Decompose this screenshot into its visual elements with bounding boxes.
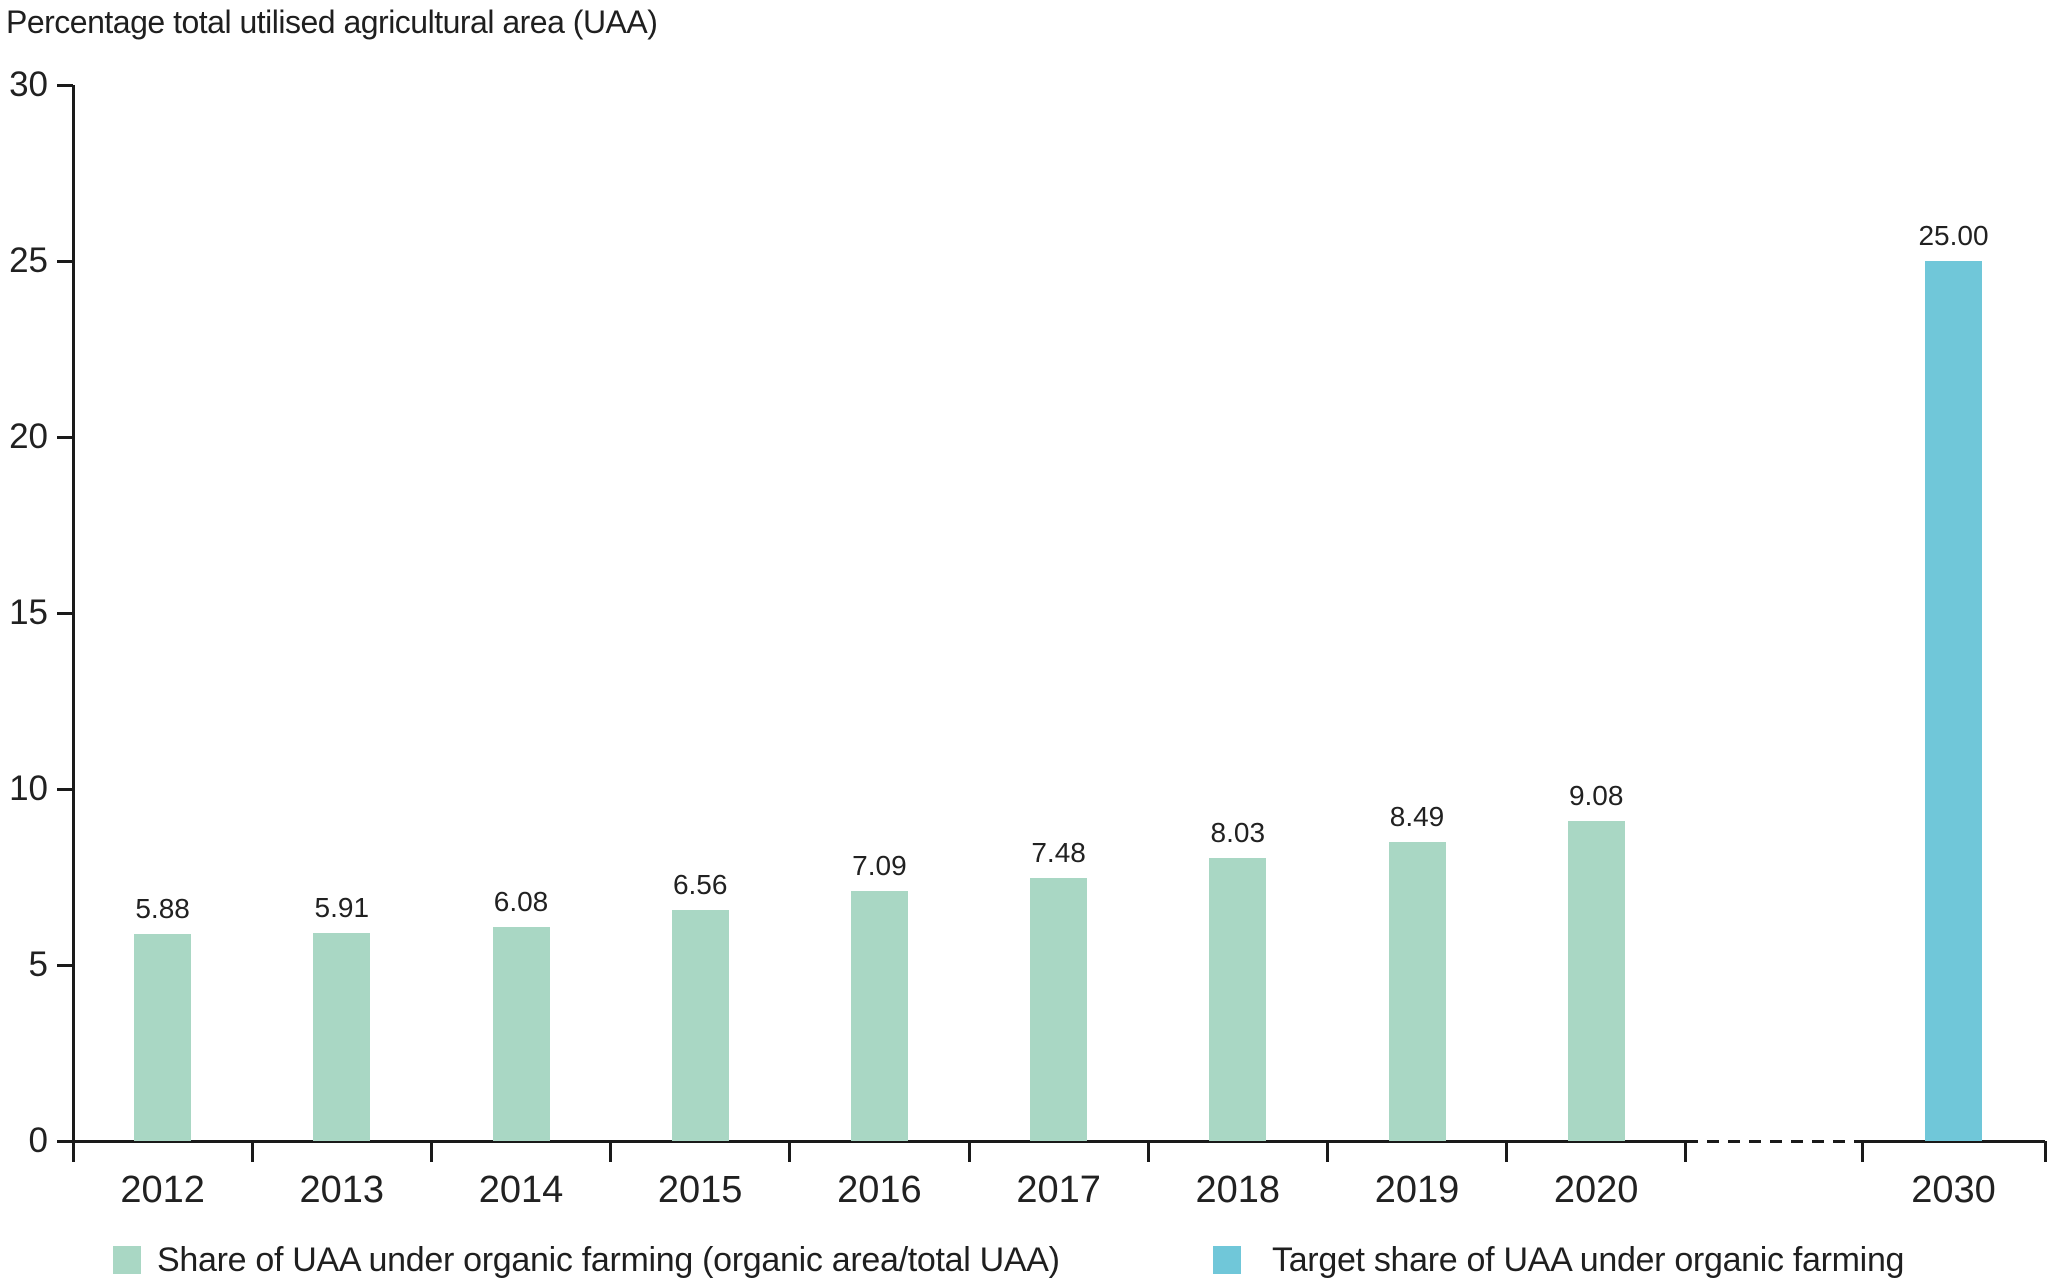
legend-swatch-organic [113,1246,141,1274]
y-axis-line [71,85,75,1161]
bar-value-label-2014: 6.08 [493,885,549,917]
y-axis-tick [57,963,73,967]
bar-value-label-2012: 5.88 [135,893,190,925]
y-axis-tick [57,83,73,87]
bar-value-label-2016: 7.09 [852,850,907,882]
bar-2019 [1388,842,1446,1141]
bar-2013 [313,932,371,1141]
x-axis-tick [429,1141,433,1162]
x-axis-line [1862,1139,2045,1143]
x-axis-line [57,1139,1686,1143]
bar-2017 [1030,877,1088,1141]
bar-2012 [134,934,192,1141]
legend-swatch-target [1213,1246,1241,1274]
chart-title: Percentage total utilised agricultural a… [6,4,658,40]
x-tick-label-2018: 2018 [1195,1169,1281,1211]
x-tick-label-2015: 2015 [657,1169,743,1211]
x-axis-tick [71,1141,75,1162]
x-axis-tick [1684,1141,1688,1162]
y-axis-tick-label: 30 [9,65,48,104]
bar-value-label-2019: 8.49 [1389,801,1445,833]
x-tick-label-2019: 2019 [1374,1169,1460,1211]
x-tick-label-2020: 2020 [1553,1169,1639,1211]
y-axis-tick [57,611,73,615]
x-tick-label-2014: 2014 [478,1169,564,1211]
x-axis-tick [967,1141,971,1162]
x-axis-tick [1146,1141,1150,1162]
x-tick-label-2016: 2016 [837,1169,922,1211]
bar-value-label-2020: 9.08 [1568,780,1624,812]
x-axis-tick [2043,1141,2047,1162]
x-axis-tick [609,1141,613,1162]
bar-value-label-2030: 25.00 [1918,220,1989,251]
x-axis-tick [788,1141,792,1162]
x-tick-label-2013: 2013 [299,1169,385,1211]
bar-2030 [1925,261,1982,1141]
y-axis-tick-label: 0 [28,1121,48,1160]
x-tick-label-2012: 2012 [120,1169,205,1211]
y-axis-tick-label: 5 [28,945,48,984]
bar-2016 [850,891,908,1141]
bar-2014 [492,926,550,1141]
bar-2015 [671,910,729,1141]
bar-2020 [1567,821,1625,1141]
bar-value-label-2018: 8.03 [1210,817,1266,849]
y-axis-tick-label: 15 [9,593,48,632]
y-axis-tick-label: 25 [9,241,48,280]
y-axis-tick [57,435,73,439]
bar-2018 [1209,858,1267,1141]
x-tick-label-2030: 2030 [1911,1169,1996,1211]
legend-label-organic: Share of UAA under organic farming (orga… [157,1241,1060,1279]
x-axis-tick [1505,1141,1509,1162]
x-axis-tick [250,1141,254,1162]
x-axis-tick [1860,1141,1864,1162]
x-tick-label-2017: 2017 [1016,1169,1101,1211]
x-axis-tick [1325,1141,1329,1162]
y-axis-tick-label: 20 [9,417,48,456]
x-axis-dashed-break [1685,1139,1862,1143]
bar-value-label-2015: 6.56 [672,869,728,901]
y-axis-tick [57,787,73,791]
y-axis-tick [57,259,73,263]
bar-value-label-2017: 7.48 [1031,836,1086,868]
y-axis-tick-label: 10 [9,769,48,808]
bar-value-label-2013: 5.91 [314,891,370,923]
legend-label-target: Target share of UAA under organic farmin… [1272,1241,1905,1279]
